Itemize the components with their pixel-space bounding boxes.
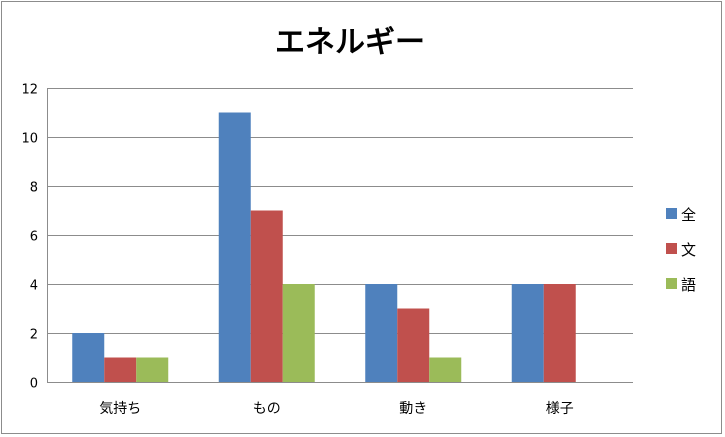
bar <box>250 210 283 382</box>
bar <box>511 284 544 382</box>
y-tick-labels: 0 2 4 6 8 10 12 <box>21 83 38 392</box>
y-tick-label: 4 <box>30 279 38 294</box>
y-tick-label: 2 <box>30 328 38 343</box>
y-tick-label: 0 <box>30 377 38 392</box>
x-tick-label: もの <box>253 401 281 417</box>
legend-label: 語 <box>681 276 696 294</box>
y-tick-label: 6 <box>30 230 38 245</box>
bar <box>365 284 398 382</box>
bar <box>136 357 169 382</box>
bar <box>72 333 105 382</box>
legend: 全文語 <box>666 206 696 294</box>
axes <box>47 88 633 383</box>
bar <box>104 357 137 382</box>
bars <box>72 112 576 382</box>
legend-swatch <box>666 208 677 219</box>
legend-swatch <box>666 243 677 254</box>
bar <box>282 284 315 382</box>
legend-label: 文 <box>681 241 696 259</box>
x-tick-label: 気持ち <box>99 401 141 417</box>
x-tick-labels: 気持ち もの 動き 様子 <box>99 401 574 417</box>
y-tick-label: 12 <box>21 83 38 98</box>
bar <box>397 308 430 382</box>
legend-label: 全 <box>681 206 696 224</box>
chart-title: エネルギー <box>275 25 425 60</box>
bar <box>218 112 251 382</box>
bar <box>543 284 576 382</box>
y-tick-label: 8 <box>30 181 38 196</box>
y-tick-label: 10 <box>21 132 38 147</box>
legend-swatch <box>666 278 677 289</box>
x-tick-label: 様子 <box>546 401 574 417</box>
x-tick-label: 動き <box>399 401 427 417</box>
bar <box>429 357 462 382</box>
